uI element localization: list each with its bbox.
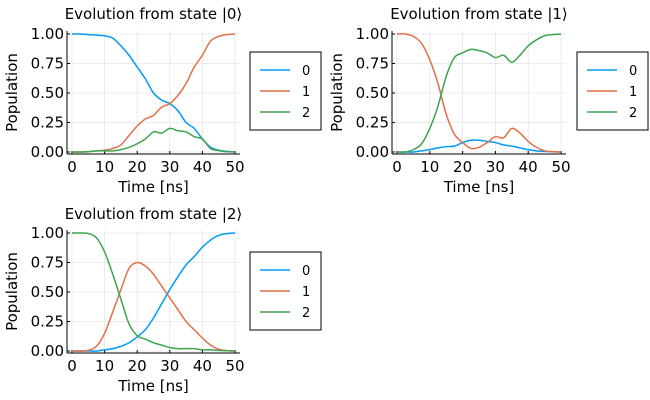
y-tick-label: 0.00 <box>31 342 64 360</box>
x-tick-label: 10 <box>95 158 114 176</box>
x-tick-label: 20 <box>128 357 147 375</box>
y-tick-label: 0.75 <box>31 55 64 73</box>
x-tick-label: 40 <box>193 158 212 176</box>
series-line-2 <box>71 127 236 153</box>
series-line-0 <box>71 232 236 352</box>
y-tick-label: 0.75 <box>31 254 64 272</box>
x-tick-label: 30 <box>486 158 505 176</box>
legend-label-2: 2 <box>629 106 637 121</box>
legend: 0 1 2 <box>576 51 649 131</box>
subplot-title: Evolution from state |0⟩ <box>65 5 243 23</box>
x-tick-label: 30 <box>160 357 179 375</box>
series-lines <box>396 33 562 153</box>
subplot-title: Evolution from state |2⟩ <box>65 205 243 223</box>
x-axis-label: Time [ns] <box>443 178 515 196</box>
series-line-1 <box>396 33 562 153</box>
series-line-1 <box>71 261 236 352</box>
y-tick-label: 0.00 <box>356 143 389 161</box>
series-line-2 <box>396 33 562 153</box>
legend-label-2: 2 <box>302 106 310 121</box>
legend: 0 1 2 <box>249 251 322 331</box>
legend-label-1: 1 <box>302 285 310 300</box>
legend-label-1: 1 <box>302 85 310 100</box>
subplot-0: Evolution from state |0⟩0 10 20 30 40 500.000… <box>3 5 322 196</box>
legend: 0 1 2 <box>249 51 322 131</box>
x-tick-label: 20 <box>453 158 472 176</box>
x-tick-label: 40 <box>193 357 212 375</box>
x-tick-label: 50 <box>225 158 244 176</box>
y-tick-label: 0.75 <box>356 55 389 73</box>
legend-label-0: 0 <box>629 64 637 79</box>
y-tick-label: 0.50 <box>356 84 389 102</box>
subplot-1: Evolution from state |1⟩0 10 20 30 40 500.000… <box>328 5 649 196</box>
legend-label-0: 0 <box>302 264 310 279</box>
legend-label-0: 0 <box>302 64 310 79</box>
legend-label-2: 2 <box>302 306 310 321</box>
x-axis-label: Time [ns] <box>117 178 189 196</box>
x-tick-label: 50 <box>551 158 570 176</box>
y-tick-label: 0.50 <box>31 84 64 102</box>
x-tick-label: 10 <box>95 357 114 375</box>
series-line-2 <box>71 232 236 352</box>
y-tick-label: 0.50 <box>31 283 64 301</box>
x-tick-label: 30 <box>160 158 179 176</box>
y-tick-label: 1.00 <box>356 25 389 43</box>
y-tick-label: 0.00 <box>31 143 64 161</box>
x-tick-label: 20 <box>128 158 147 176</box>
y-tick-label: 1.00 <box>31 25 64 43</box>
x-tick-label: 0 <box>67 158 77 176</box>
x-tick-label: 50 <box>225 357 244 375</box>
series-lines <box>71 232 236 352</box>
y-tick-label: 0.25 <box>31 313 64 331</box>
y-axis-label: Population <box>328 53 346 132</box>
grid <box>67 230 240 353</box>
x-tick-label: 0 <box>67 357 77 375</box>
subplot-2: Evolution from state |2⟩0 10 20 30 40 500.000… <box>3 205 322 395</box>
x-tick-label: 0 <box>392 158 402 176</box>
x-axis-label: Time [ns] <box>117 377 189 395</box>
y-tick-label: 0.25 <box>356 114 389 132</box>
x-tick-label: 40 <box>519 158 538 176</box>
x-tick-label: 10 <box>420 158 439 176</box>
y-axis-label: Population <box>3 53 21 132</box>
series-lines <box>71 33 236 153</box>
y-tick-label: 0.25 <box>31 114 64 132</box>
legend-label-1: 1 <box>629 85 637 100</box>
subplot-title: Evolution from state |1⟩ <box>390 5 568 23</box>
y-tick-label: 1.00 <box>31 224 64 242</box>
series-line-0 <box>396 139 562 153</box>
grid <box>392 31 566 154</box>
y-axis-label: Population <box>3 252 21 331</box>
